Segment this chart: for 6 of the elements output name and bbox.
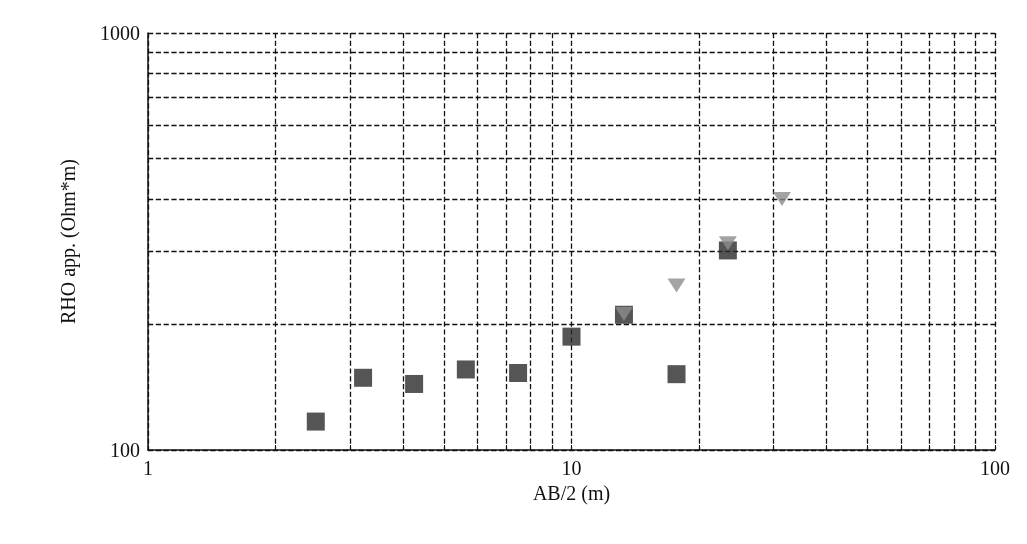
y-tick-label: 1000 [100,22,140,44]
x-tick-label: 1 [143,457,153,479]
x-axis-title: AB/2 (m) [532,481,611,505]
x-tick-label: 10 [561,457,582,479]
x-tick-label: 100 [980,457,1010,479]
y-axis-title: RHO app. (Ohm*m) [57,159,80,324]
